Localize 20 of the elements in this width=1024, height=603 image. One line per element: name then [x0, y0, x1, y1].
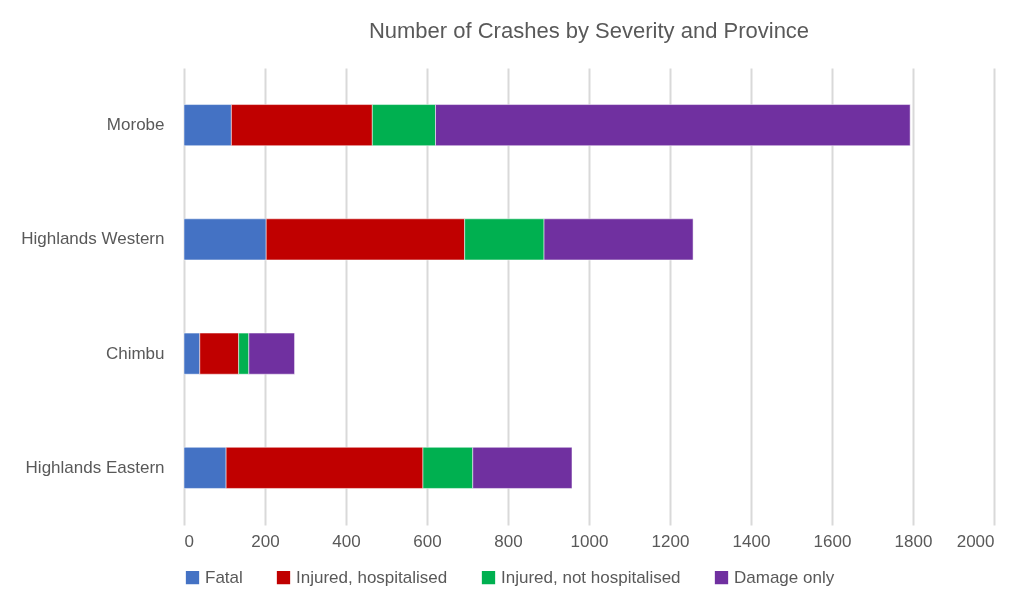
x-tick-label: 600 [413, 531, 442, 551]
y-tick-label: Highlands Eastern [25, 457, 165, 477]
x-tick-label: 200 [251, 531, 280, 551]
x-tick-label: 1400 [732, 531, 771, 551]
legend-label: Injured, hospitalised [296, 567, 448, 587]
x-tick-label: 1000 [570, 531, 609, 551]
x-tick-label: 800 [494, 531, 523, 551]
x-tick-label: 1200 [651, 531, 690, 551]
x-tick-label: 0 [184, 531, 194, 551]
x-tick-label: 1800 [894, 531, 933, 551]
x-tick-label: 1600 [813, 531, 852, 551]
x-tick-label: 2000 [956, 531, 995, 551]
chart-title: Number of Crashes by Severity and Province [368, 18, 810, 43]
y-tick-label: Highlands Western [21, 229, 165, 249]
legend-label: Fatal [205, 567, 243, 587]
legend-label: Damage only [734, 567, 835, 587]
legend-label: Injured, not hospitalised [501, 567, 681, 587]
y-tick-label: Chimbu [105, 343, 165, 363]
y-tick-label: Morobe [106, 115, 165, 135]
x-tick-label: 400 [332, 531, 361, 551]
